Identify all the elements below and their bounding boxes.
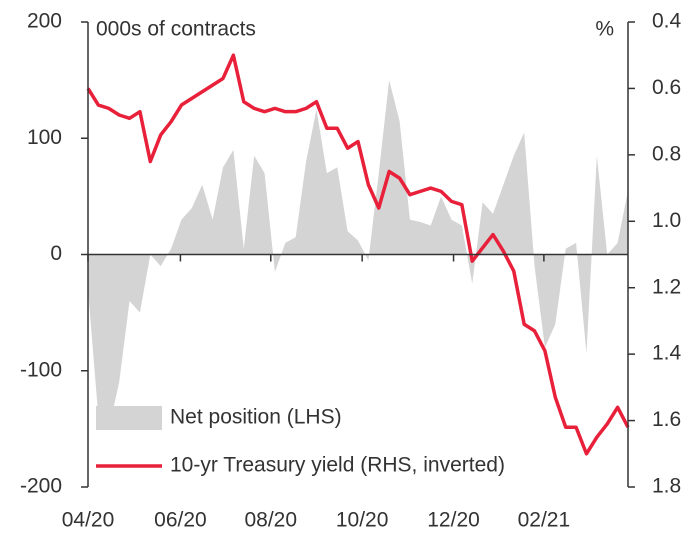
y2-tick-label: 1.4 bbox=[652, 342, 682, 365]
line bbox=[86, 53, 630, 456]
y2-tick-label: 1.2 bbox=[652, 275, 681, 298]
y2-tick-label: 0.4 bbox=[652, 10, 682, 33]
x-tick-label: 06/20 bbox=[154, 509, 207, 532]
legend-label: 10-yr Treasury yield (RHS, inverted) bbox=[170, 454, 505, 477]
y-tick-label: 0 bbox=[50, 242, 62, 265]
y2-tick-label: 1.0 bbox=[652, 209, 681, 232]
unit-right: % bbox=[595, 18, 614, 41]
x-tick-label: 08/20 bbox=[244, 509, 297, 532]
x-tick-label: 02/21 bbox=[518, 509, 571, 532]
x-tick-label: 10/20 bbox=[336, 509, 389, 532]
y-tick-label: -200 bbox=[20, 475, 62, 498]
y2-tick-label: 0.6 bbox=[652, 76, 681, 99]
x-tick-label: 12/20 bbox=[427, 509, 480, 532]
y2-tick-label: 0.8 bbox=[652, 142, 681, 165]
y-tick-label: 100 bbox=[27, 126, 62, 149]
y-tick-label: -100 bbox=[20, 358, 62, 381]
legend-swatch bbox=[96, 406, 162, 430]
legend-label: Net position (LHS) bbox=[170, 406, 342, 429]
unit-left: 000s of contracts bbox=[96, 18, 256, 41]
y2-tick-label: 1.6 bbox=[652, 408, 681, 431]
y2-tick-label: 1.8 bbox=[652, 475, 681, 498]
y-tick-label: 200 bbox=[27, 10, 62, 33]
x-tick-label: 04/20 bbox=[62, 509, 115, 532]
